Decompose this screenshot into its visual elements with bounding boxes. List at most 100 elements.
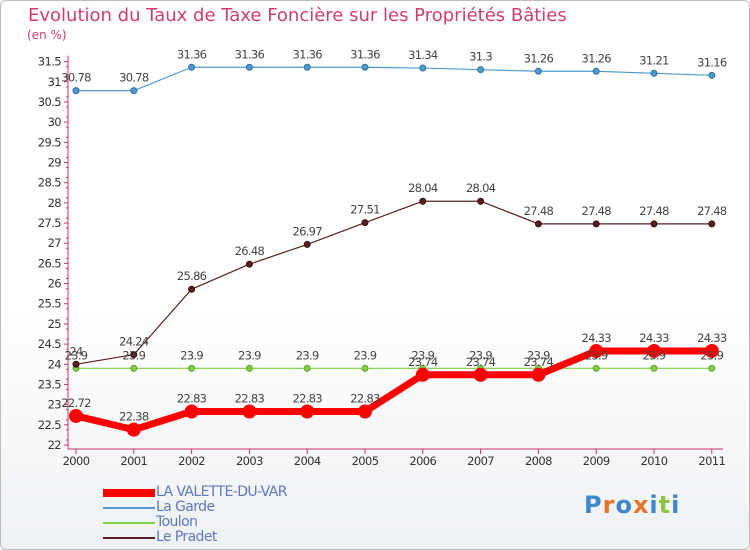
logo-letter: i	[649, 491, 659, 519]
legend-label-toulon: Toulon	[156, 514, 198, 530]
data-point-la-garde	[130, 87, 138, 95]
logo-letter: x	[632, 491, 650, 519]
data-label-toulon: 23.9	[296, 348, 319, 362]
proxiti-logo: Proxiti	[584, 491, 680, 519]
y-tick-label: 28.5	[38, 176, 61, 190]
y-tick-label: 22.5	[38, 418, 61, 432]
data-point-la-valette	[531, 367, 546, 382]
data-label-la-garde: 31.26	[524, 51, 554, 65]
x-tick-label: 2008	[525, 454, 552, 468]
data-label-la-garde: 31.16	[697, 55, 727, 69]
data-point-toulon	[245, 364, 253, 372]
data-label-la-garde: 31.36	[177, 47, 207, 61]
data-point-la-valette	[589, 343, 604, 358]
data-label-toulon: 23.9	[527, 348, 550, 362]
data-point-le-pradet	[130, 351, 138, 359]
data-label-toulon: 23.9	[238, 348, 261, 362]
y-tick-label: 23.5	[38, 377, 61, 391]
logo-letter: t	[658, 491, 672, 519]
data-label-le-pradet: 28.04	[408, 181, 438, 195]
data-point-toulon	[592, 364, 600, 372]
series-line-la-garde	[75, 66, 713, 92]
data-label-toulon: 23.9	[643, 348, 666, 362]
data-label-le-pradet: 27.48	[524, 204, 554, 218]
data-label-la-garde: 31.36	[350, 47, 380, 61]
data-point-la-valette	[415, 367, 430, 382]
data-label-la-garde: 31.21	[639, 53, 669, 67]
data-label-toulon: 23.9	[700, 348, 723, 362]
y-unit-label: (en %)	[27, 28, 67, 42]
data-label-la-valette: 24.33	[639, 331, 669, 345]
series-line-la-valette	[72, 347, 716, 434]
data-point-la-valette	[69, 408, 83, 423]
data-label-la-valette: 23.74	[408, 355, 438, 369]
data-label-la-garde: 30.78	[61, 71, 91, 85]
legend-swatch-toulon	[103, 522, 155, 524]
data-label-toulon: 23.9	[180, 348, 203, 362]
chart-title: Evolution du Taux de Taxe Foncière sur l…	[28, 5, 567, 26]
data-point-le-pradet	[592, 220, 600, 228]
y-tick-label: 31	[48, 75, 62, 89]
data-point-la-valette	[184, 404, 199, 419]
data-point-le-pradet	[477, 197, 485, 205]
data-label-la-valette: 23.74	[466, 355, 496, 369]
y-tick-label: 24	[48, 357, 62, 371]
series-line-le-pradet	[75, 200, 713, 365]
data-point-la-valette	[473, 367, 488, 382]
x-tick-label: 2003	[236, 454, 263, 468]
data-point-la-valette	[242, 404, 257, 419]
y-tick-label: 29	[48, 155, 62, 169]
legend-swatch-la-valette	[103, 489, 155, 497]
logo-letter: P	[584, 491, 603, 519]
logo-letter: i	[671, 491, 681, 519]
data-label-la-garde: 31.36	[235, 47, 265, 61]
data-point-le-pradet	[245, 260, 253, 268]
data-point-la-valette	[300, 404, 315, 419]
data-point-la-garde	[534, 67, 542, 75]
data-point-le-pradet	[534, 220, 542, 228]
data-label-la-valette: 24.33	[697, 331, 727, 345]
data-point-la-garde	[72, 87, 80, 95]
data-point-toulon	[708, 364, 716, 372]
data-point-toulon	[361, 364, 369, 372]
data-point-la-valette	[358, 404, 372, 419]
legend-label-le-pradet: Le Pradet	[156, 529, 217, 545]
legend-label-la-valette: LA VALETTE-DU-VAR	[156, 484, 287, 500]
data-point-le-pradet	[303, 240, 311, 248]
data-point-le-pradet	[72, 360, 80, 368]
y-tick-label: 27	[48, 236, 62, 250]
data-label-le-pradet: 28.04	[466, 181, 496, 195]
data-point-la-garde	[419, 64, 427, 72]
data-label-la-valette: 22.83	[177, 392, 207, 406]
data-label-la-valette: 22.83	[350, 392, 380, 406]
data-point-toulon	[188, 364, 196, 372]
x-tick-label: 2007	[467, 454, 494, 468]
data-point-toulon	[303, 364, 311, 372]
y-tick-label: 30.5	[38, 95, 61, 109]
data-point-toulon	[130, 364, 138, 372]
data-label-le-pradet: 26.48	[235, 244, 265, 258]
data-label-la-valette: 23.74	[524, 355, 554, 369]
y-tick-label: 25.5	[38, 297, 61, 311]
x-tick-label: 2001	[120, 454, 147, 468]
y-tick-label: 31.5	[38, 55, 61, 69]
data-label-le-pradet: 24	[69, 344, 83, 358]
x-tick-label: 2010	[641, 454, 668, 468]
data-label-toulon: 23.9	[122, 348, 145, 362]
data-point-la-garde	[477, 66, 485, 74]
legend-label-la-garde: La Garde	[156, 499, 215, 515]
data-point-la-garde	[361, 63, 369, 71]
y-tick-label: 26	[48, 277, 62, 291]
data-label-le-pradet: 25.86	[177, 269, 207, 283]
x-tick-label: 2005	[352, 454, 379, 468]
y-tick-label: 27.5	[38, 216, 61, 230]
data-label-toulon: 23.9	[585, 348, 608, 362]
y-tick-label: 23	[48, 398, 62, 412]
legend-swatch-le-pradet	[103, 537, 155, 539]
data-point-la-valette	[704, 343, 719, 358]
data-label-le-pradet: 26.97	[292, 224, 322, 238]
data-label-toulon: 23.9	[65, 348, 88, 362]
data-label-la-valette: 22.83	[292, 392, 322, 406]
data-label-la-valette: 24.33	[581, 331, 611, 345]
